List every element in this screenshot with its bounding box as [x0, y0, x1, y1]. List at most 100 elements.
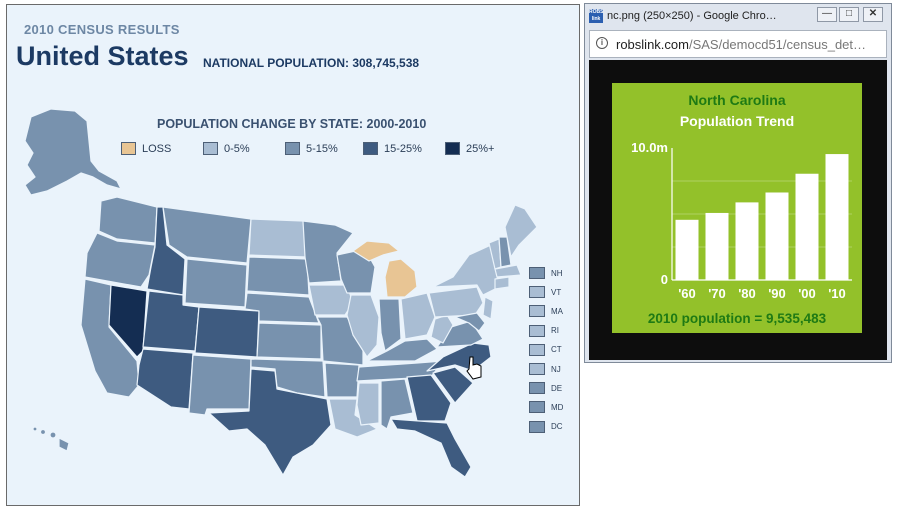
state-hi[interactable] [32, 426, 38, 432]
legend-item-15-25: 15-25% [363, 142, 422, 155]
state-oh[interactable] [400, 292, 436, 340]
map-chart-title: POPULATION CHANGE BY STATE: 2000-2010 [157, 117, 427, 131]
small-state-label: RI [551, 326, 559, 336]
state-tx[interactable] [208, 368, 332, 476]
state-ne[interactable] [244, 292, 320, 324]
state-wy[interactable] [184, 258, 248, 308]
bar-70 [705, 212, 729, 280]
x-tick-label: '90 [768, 286, 786, 301]
small-state-label: MA [551, 306, 563, 316]
y-tick-label: 0 [661, 272, 668, 287]
small-state-swatch [529, 305, 545, 318]
small-state-nh[interactable]: NH [529, 267, 563, 279]
state-az[interactable] [136, 348, 194, 410]
close-button[interactable]: ✕ [863, 7, 883, 22]
small-state-label: CT [551, 345, 562, 355]
state-mi[interactable] [352, 240, 400, 262]
small-state-swatch [529, 324, 545, 337]
state-nm[interactable] [188, 354, 252, 416]
y-tick-label: 10.0m [631, 140, 668, 155]
legend-swatch [121, 142, 136, 155]
state-ok[interactable] [250, 358, 326, 398]
us-state-map[interactable] [7, 5, 579, 505]
small-state-label: DC [551, 422, 563, 432]
state-sd[interactable] [246, 256, 310, 296]
chart-title: North Carolina [688, 92, 785, 108]
state-ks[interactable] [256, 322, 322, 360]
state-ct[interactable] [494, 276, 510, 290]
small-state-label: NH [551, 268, 563, 278]
bar-10 [825, 154, 849, 280]
state-ak[interactable] [24, 108, 122, 196]
legend-swatch [285, 142, 300, 155]
state-ga[interactable] [406, 374, 452, 422]
url-text[interactable]: robslink.com/SAS/democd51/census_det… [616, 37, 867, 52]
state-nj[interactable] [482, 296, 494, 320]
small-state-label: VT [551, 287, 562, 297]
state-ms[interactable] [356, 382, 380, 426]
site-favicon-icon: ROBS link [589, 9, 604, 23]
chart-footer: 2010 population = 9,535,483 [648, 311, 827, 326]
small-state-vt[interactable]: VT [529, 286, 562, 299]
small-state-swatch [529, 401, 545, 414]
small-state-de[interactable]: DE [529, 382, 563, 395]
address-bar[interactable]: i robslink.com/SAS/democd51/census_det… [589, 30, 887, 58]
state-nd[interactable] [248, 218, 308, 258]
bar-80 [735, 202, 759, 280]
chrome-popup-window: ROBS link nc.png (250×250) - Google Chro… [584, 3, 892, 363]
bar-60 [675, 219, 699, 280]
bar-90 [765, 192, 789, 280]
map-subtitle: 2010 CENSUS RESULTS [24, 22, 180, 37]
state-sc[interactable] [432, 366, 474, 404]
state-co[interactable] [194, 306, 260, 358]
minimize-button[interactable]: — [817, 7, 837, 22]
state-md[interactable] [454, 312, 486, 332]
browser-viewport: North Carolina Population Trend 0 10.0m '60 '… [589, 60, 887, 360]
x-tick-label: '60 [678, 286, 696, 301]
window-titlebar[interactable]: ROBS link nc.png (250×250) - Google Chro… [585, 4, 891, 26]
small-state-swatch [529, 286, 545, 299]
legend-item-0-5: 0-5% [203, 142, 250, 155]
small-state-label: MD [551, 402, 564, 412]
maximize-button[interactable]: □ [839, 7, 859, 22]
small-state-swatch [529, 420, 545, 433]
state-mt[interactable] [162, 206, 252, 264]
small-state-swatch [529, 267, 545, 279]
window-title: nc.png (250×250) - Google Chro… [607, 10, 777, 22]
bar-00 [795, 173, 819, 280]
state-pa[interactable] [428, 286, 484, 318]
small-state-label: DE [551, 383, 563, 393]
state-ar[interactable] [324, 362, 360, 398]
state-me[interactable] [504, 204, 538, 258]
legend-swatch [203, 142, 218, 155]
national-population: NATIONAL POPULATION: 308,745,538 [203, 56, 420, 70]
state-ny[interactable] [432, 244, 500, 296]
map-panel: 2010 CENSUS RESULTS United States NATION… [6, 4, 580, 506]
state-or[interactable] [84, 232, 156, 288]
state-ma[interactable] [494, 264, 522, 278]
state-al[interactable] [380, 378, 414, 430]
small-state-ri[interactable]: RI [529, 324, 559, 337]
legend-item-loss: LOSS [121, 142, 171, 155]
small-state-dc[interactable]: DC [529, 420, 563, 433]
state-ky[interactable] [366, 338, 438, 362]
state-wv[interactable] [430, 314, 454, 344]
x-tick-label: '70 [708, 286, 726, 301]
legend-item-25-plus: 25%+ [445, 142, 494, 155]
x-tick-label: '80 [738, 286, 756, 301]
state-nv[interactable] [108, 284, 148, 358]
legend-swatch [445, 142, 460, 155]
legend-item-5-15: 5-15% [285, 142, 338, 155]
state-il[interactable] [346, 294, 380, 358]
small-state-label: NJ [551, 364, 561, 374]
state-wa[interactable] [98, 196, 158, 244]
state-in[interactable] [378, 298, 402, 352]
small-state-md[interactable]: MD [529, 401, 564, 414]
x-tick-label: '00 [798, 286, 816, 301]
small-state-nj[interactable]: NJ [529, 363, 561, 375]
nc-population-chart: North Carolina Population Trend 0 10.0m '60 '… [612, 83, 862, 333]
small-state-ma[interactable]: MA [529, 305, 563, 318]
small-state-ct[interactable]: CT [529, 343, 562, 356]
info-icon[interactable]: i [596, 37, 608, 49]
state-fl[interactable] [390, 418, 472, 478]
